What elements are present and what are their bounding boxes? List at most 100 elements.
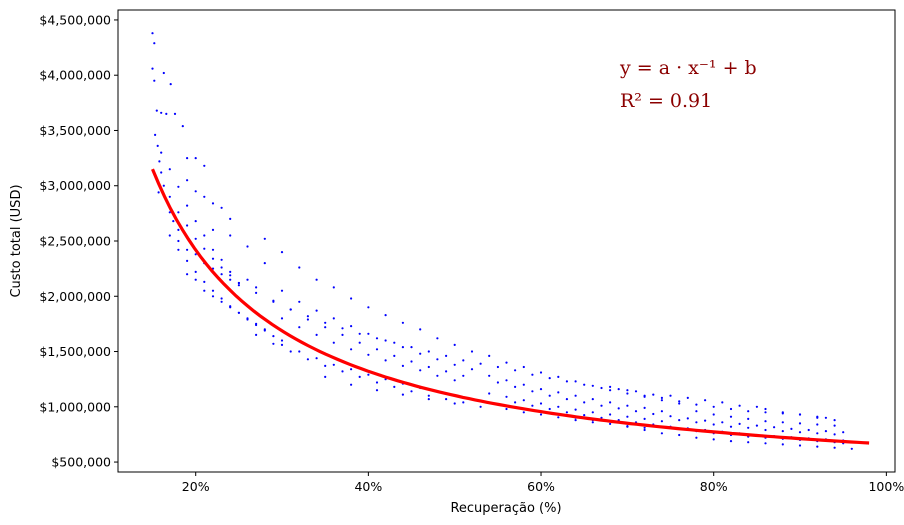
- scatter-point: [462, 401, 465, 404]
- scatter-point: [505, 379, 508, 382]
- scatter-point: [747, 426, 750, 429]
- fit-curve: [151, 168, 870, 445]
- scatter-point: [263, 237, 266, 240]
- scatter-point: [660, 410, 664, 413]
- scatter-point: [833, 424, 836, 427]
- scatter-point: [220, 258, 223, 261]
- scatter-point: [738, 422, 741, 425]
- scatter-point: [203, 195, 206, 198]
- scatter-point: [229, 305, 232, 308]
- scatter-point: [643, 428, 646, 432]
- scatter-point: [384, 339, 387, 342]
- y-tick-label: $3,500,000: [39, 123, 111, 138]
- scatter-point: [773, 426, 776, 429]
- scatter-point: [375, 348, 379, 351]
- scatter-point: [358, 375, 361, 378]
- scatter-point: [350, 325, 353, 328]
- scatter-point: [453, 363, 456, 366]
- scatter-point: [600, 404, 603, 407]
- scatter-point: [211, 289, 215, 292]
- scatter-point: [738, 404, 741, 407]
- scatter-point: [764, 428, 767, 432]
- scatter-point: [764, 407, 767, 411]
- scatter-point: [660, 399, 664, 402]
- y-axis-label: Custo total (USD): [9, 184, 24, 297]
- scatter-point: [410, 360, 413, 363]
- scatter-point: [522, 399, 525, 402]
- scatter-point: [652, 412, 655, 416]
- scatter-point: [410, 390, 413, 393]
- scatter-point: [375, 381, 379, 384]
- x-tick-label: 80%: [700, 479, 728, 494]
- scatter-point: [600, 386, 603, 390]
- scatter-point: [496, 381, 499, 384]
- scatter-point: [211, 202, 215, 205]
- scatter-point: [427, 365, 430, 369]
- scatter-point: [574, 380, 577, 383]
- scatter-point: [156, 144, 159, 147]
- scatter-point: [289, 350, 292, 353]
- scatter-point: [514, 369, 517, 372]
- scatter-point: [531, 404, 534, 407]
- scatter-point: [557, 375, 560, 378]
- scatter-point: [514, 401, 517, 404]
- scatter-point: [445, 398, 448, 401]
- scatter-point: [332, 286, 335, 289]
- scatter-point: [203, 234, 206, 237]
- scatter-point: [729, 440, 733, 443]
- scatter-point: [445, 370, 448, 373]
- scatter-point: [375, 337, 379, 340]
- scatter-point: [350, 383, 353, 386]
- scatter-point: [173, 112, 177, 115]
- scatter-point: [194, 237, 197, 240]
- scatter-point: [194, 190, 197, 193]
- scatter-point: [181, 125, 184, 128]
- scatter-point: [237, 284, 240, 287]
- scatter-point: [470, 368, 474, 371]
- scatter-point: [660, 396, 664, 399]
- scatter-point: [557, 416, 560, 419]
- scatter-point: [154, 133, 157, 136]
- scatter-point: [177, 248, 180, 251]
- scatter-point: [721, 421, 724, 424]
- scatter-point: [157, 191, 160, 194]
- scatter-point: [522, 411, 525, 414]
- scatter-point: [211, 295, 215, 298]
- scatter-point: [220, 206, 223, 209]
- scatter-point: [289, 308, 292, 311]
- scatter-point: [280, 339, 284, 342]
- scatter-point: [609, 389, 612, 392]
- scatter-point: [479, 362, 482, 365]
- scatter-point: [280, 317, 284, 320]
- scatter-point: [160, 151, 163, 154]
- scatter-point: [479, 405, 482, 408]
- scatter-point: [643, 417, 646, 420]
- scatter-point: [660, 420, 664, 423]
- scatter-point: [729, 425, 733, 428]
- scatter-point: [816, 423, 819, 426]
- scatter-point: [695, 421, 698, 424]
- scatter-point: [237, 311, 240, 314]
- scatter-point: [643, 406, 646, 409]
- y-tick-label: $500,000: [51, 455, 111, 470]
- x-tick-label: 60%: [527, 479, 555, 494]
- scatter-point: [332, 363, 335, 366]
- scatter-point: [643, 394, 646, 397]
- scatter-point: [695, 403, 698, 406]
- scatter-point: [158, 160, 161, 163]
- scatter-point: [194, 220, 197, 223]
- scatter-point: [686, 417, 689, 420]
- scatter-point: [255, 291, 258, 294]
- scatter-point: [367, 332, 370, 335]
- scatter-point: [609, 422, 612, 425]
- scatter-point: [350, 297, 353, 300]
- scatter-point: [203, 247, 206, 250]
- scatter-point: [401, 393, 404, 396]
- scatter-point: [833, 446, 836, 449]
- y-axis-ticks: $500,000 $1,000,000 $1,500,000 $2,000,000 $2…: [39, 12, 118, 470]
- scatter-point: [574, 394, 577, 397]
- scatter-point: [384, 359, 387, 362]
- scatter-point: [729, 415, 733, 418]
- scatter-point: [574, 408, 577, 411]
- scatter-point: [255, 323, 258, 327]
